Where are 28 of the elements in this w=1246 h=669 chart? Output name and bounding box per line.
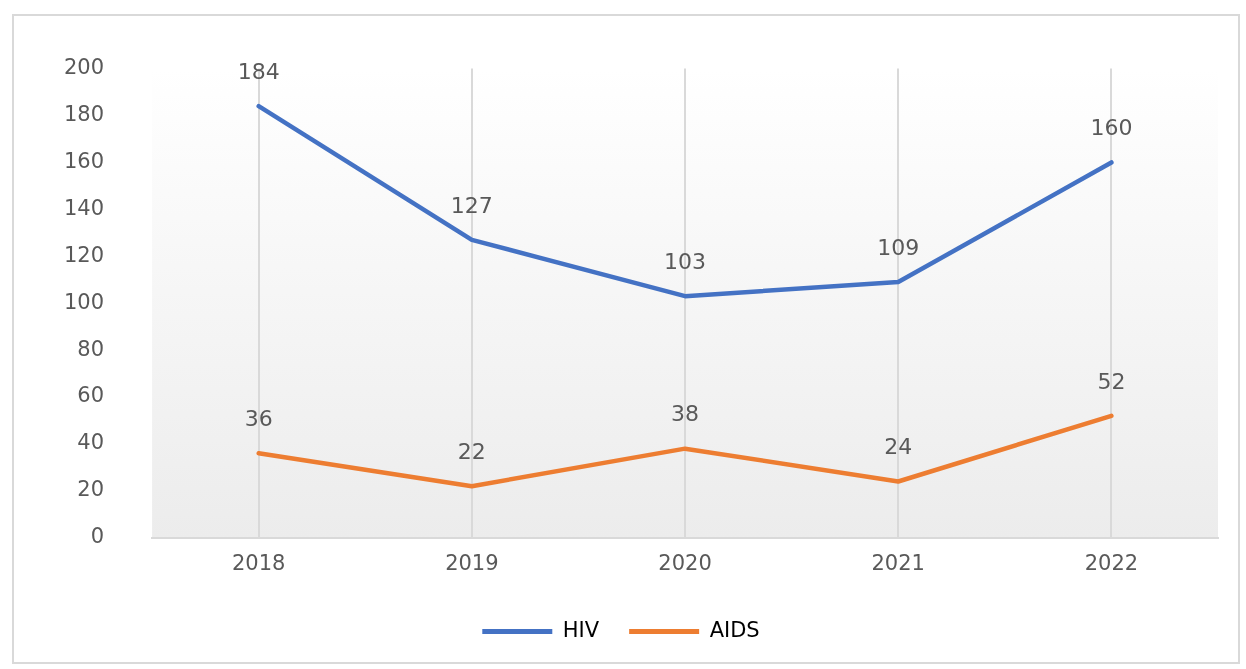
y-tick-label: 100 bbox=[63, 289, 105, 314]
y-tick-label: 0 bbox=[90, 524, 105, 549]
y-tick-label: 140 bbox=[63, 195, 105, 220]
legend-label: HIV bbox=[562, 617, 600, 642]
legend-label: AIDS bbox=[709, 617, 760, 642]
data-label: 127 bbox=[450, 192, 493, 218]
data-label: 38 bbox=[671, 401, 700, 427]
data-label: 184 bbox=[237, 58, 280, 84]
y-tick-label: 180 bbox=[63, 101, 105, 126]
y-tick-label: 80 bbox=[77, 336, 105, 361]
data-label: 36 bbox=[244, 406, 273, 432]
x-tick-label: 2019 bbox=[445, 550, 499, 575]
x-tick-label: 2020 bbox=[658, 550, 712, 575]
x-tick-label: 2021 bbox=[871, 550, 925, 575]
data-label: 160 bbox=[1090, 115, 1133, 141]
y-tick-label: 20 bbox=[77, 477, 105, 502]
data-label: 52 bbox=[1097, 368, 1126, 394]
x-tick-label: 2022 bbox=[1084, 550, 1139, 575]
y-tick-label: 40 bbox=[77, 430, 105, 455]
x-tick-label: 2018 bbox=[231, 550, 286, 575]
data-label: 109 bbox=[877, 234, 920, 260]
y-tick-label: 200 bbox=[63, 55, 105, 80]
data-label: 22 bbox=[457, 438, 486, 464]
data-label: 103 bbox=[664, 248, 707, 274]
y-tick-label: 60 bbox=[77, 383, 105, 408]
y-tick-label: 120 bbox=[63, 242, 105, 267]
data-label: 24 bbox=[884, 434, 913, 460]
y-tick-label: 160 bbox=[63, 148, 105, 173]
